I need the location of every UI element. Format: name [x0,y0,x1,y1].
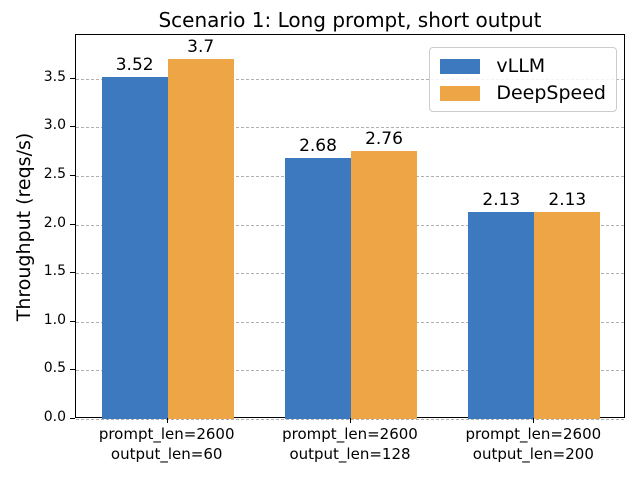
x-tick-mark [166,418,168,423]
gridline [76,127,624,129]
legend-item-vllm: vLLM [440,55,606,77]
legend-series-name: DeepSpeed [496,82,606,104]
legend-series-name: vLLM [496,55,546,77]
bar-value-label: 2.68 [299,136,337,157]
legend: vLLM DeepSpeed [429,47,617,112]
y-tick-label: 3.5 [43,68,66,85]
y-tick-label: 3.0 [43,117,66,134]
bar-value-label: 2.13 [548,189,587,210]
y-tick-mark [70,369,75,371]
bar-value-label: 2.13 [482,189,521,210]
bar-vllm [285,158,351,419]
gridline [76,78,624,80]
bar-value-label: 3.7 [187,37,215,58]
bar-deepspeed [167,59,234,419]
legend-swatch [440,58,481,74]
y-tick-label: 1.5 [43,263,66,280]
y-tick-label: 1.0 [43,311,66,328]
y-tick-mark [70,77,75,79]
x-tick-mark [350,418,351,423]
plot-area: 3.52 3.7 2.68 2.76 2.13 2.13 [75,34,625,420]
x-tick-label: prompt_len=2600 output_len=128 [282,425,418,463]
y-tick-label: 0.5 [43,360,66,377]
y-tick-label: 2.0 [43,214,66,231]
bar-value-label: 3.52 [115,54,154,75]
y-tick-mark [70,320,75,322]
bar-vllm [468,211,535,419]
y-tick-mark [70,223,75,225]
bar-deepspeed [534,211,601,419]
x-tick-label: prompt_len=2600 output_len=200 [465,425,602,463]
bar-vllm [101,76,168,419]
x-tick-label: prompt_len=2600 output_len=60 [98,425,235,463]
y-tick-mark [70,418,75,419]
bar-deepspeed [351,150,417,419]
y-tick-mark [70,272,75,274]
y-tick-mark [70,174,75,176]
y-tick-label: 0.0 [43,409,66,425]
y-tick-label: 2.5 [43,165,66,182]
x-tick-mark [533,418,535,423]
y-tick-mark [70,126,75,128]
bar-value-label: 2.76 [365,128,403,149]
legend-item-deepspeed: DeepSpeed [440,82,606,104]
legend-swatch [440,85,481,101]
chart-title: Scenario 1: Long prompt, short output [158,8,542,32]
